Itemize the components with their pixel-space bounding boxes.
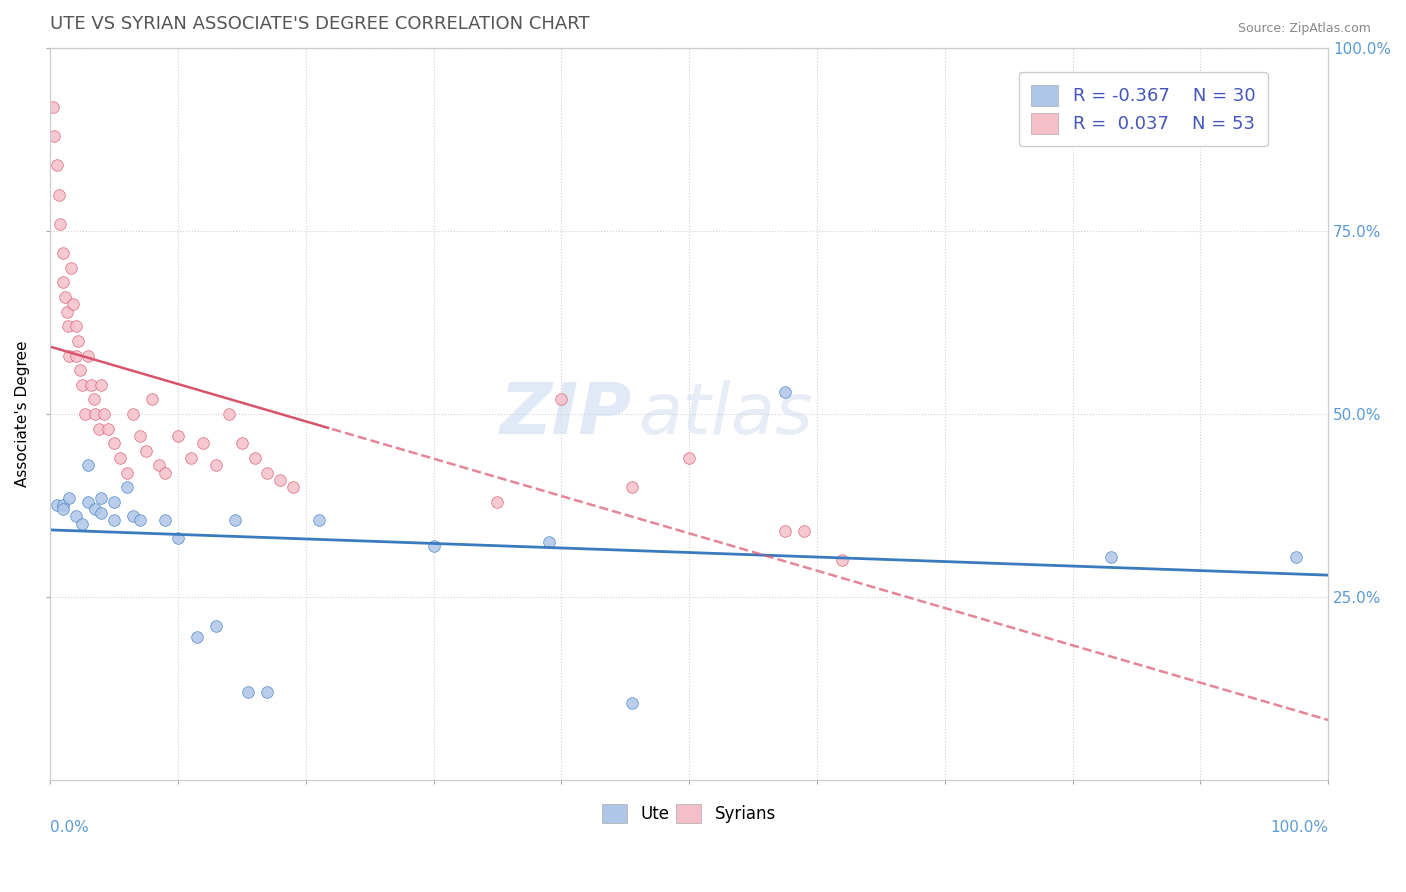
Point: [70, 516, 93, 531]
Point: [52, 276, 75, 290]
Point: [59, 260, 82, 275]
Point: [90, 491, 112, 505]
Point: [167, 532, 190, 546]
Point: [52, 499, 75, 513]
Point: [153, 466, 176, 480]
Point: [55, 304, 77, 318]
Point: [205, 458, 228, 473]
Point: [52, 502, 75, 516]
Point: [269, 473, 291, 487]
Point: [77, 458, 100, 473]
Point: [308, 513, 330, 527]
Point: [83, 502, 105, 516]
Point: [224, 513, 246, 527]
Point: [67, 334, 90, 348]
Point: [486, 495, 509, 509]
Point: [773, 385, 796, 400]
Y-axis label: Associate's Degree: Associate's Degree: [15, 341, 30, 487]
Text: UTE VS SYRIAN ASSOCIATE'S DEGREE CORRELATION CHART: UTE VS SYRIAN ASSOCIATE'S DEGREE CORRELA…: [51, 15, 589, 33]
Point: [1285, 549, 1308, 564]
Point: [550, 392, 572, 407]
Point: [90, 506, 112, 520]
Text: Source: ZipAtlas.com: Source: ZipAtlas.com: [1237, 22, 1371, 36]
Point: [180, 450, 202, 465]
Point: [148, 458, 170, 473]
Point: [103, 513, 125, 527]
Point: [103, 495, 125, 509]
Point: [48, 187, 70, 202]
Point: [128, 513, 150, 527]
Point: [45, 499, 67, 513]
Point: [77, 495, 100, 509]
Point: [135, 443, 157, 458]
Point: [58, 349, 80, 363]
Text: ZIP: ZIP: [499, 379, 631, 449]
Point: [537, 535, 560, 549]
Point: [83, 407, 105, 421]
Point: [42, 129, 65, 144]
Point: [70, 377, 93, 392]
Legend: Ute, Syrians: Ute, Syrians: [592, 794, 786, 833]
Point: [110, 450, 132, 465]
Text: 100.0%: 100.0%: [1270, 820, 1329, 835]
Point: [65, 349, 87, 363]
Point: [115, 466, 138, 480]
Text: 0.0%: 0.0%: [51, 820, 89, 835]
Point: [231, 436, 253, 450]
Point: [83, 392, 105, 407]
Point: [153, 513, 176, 527]
Point: [256, 466, 278, 480]
Point: [793, 524, 815, 538]
Point: [103, 436, 125, 450]
Point: [69, 363, 91, 377]
Point: [122, 407, 145, 421]
Point: [141, 392, 163, 407]
Point: [58, 491, 80, 505]
Point: [80, 377, 103, 392]
Point: [620, 480, 643, 494]
Point: [77, 349, 100, 363]
Point: [115, 480, 138, 494]
Text: atlas: atlas: [638, 379, 813, 449]
Point: [41, 100, 63, 114]
Point: [1099, 549, 1122, 564]
Point: [49, 217, 72, 231]
Point: [773, 524, 796, 538]
Point: [186, 630, 208, 644]
Point: [167, 429, 190, 443]
Point: [87, 422, 110, 436]
Point: [65, 509, 87, 524]
Point: [52, 246, 75, 260]
Point: [65, 319, 87, 334]
Point: [678, 450, 700, 465]
Point: [193, 436, 215, 450]
Point: [73, 407, 96, 421]
Point: [205, 619, 228, 633]
Point: [256, 685, 278, 699]
Point: [56, 319, 79, 334]
Point: [45, 158, 67, 172]
Point: [97, 422, 120, 436]
Point: [422, 539, 444, 553]
Point: [218, 407, 240, 421]
Point: [90, 377, 112, 392]
Point: [831, 553, 853, 567]
Point: [62, 297, 84, 311]
Point: [55, 290, 77, 304]
Point: [620, 696, 643, 710]
Point: [93, 407, 115, 421]
Point: [281, 480, 304, 494]
Point: [122, 509, 145, 524]
Point: [243, 450, 266, 465]
Point: [238, 685, 260, 699]
Point: [128, 429, 150, 443]
